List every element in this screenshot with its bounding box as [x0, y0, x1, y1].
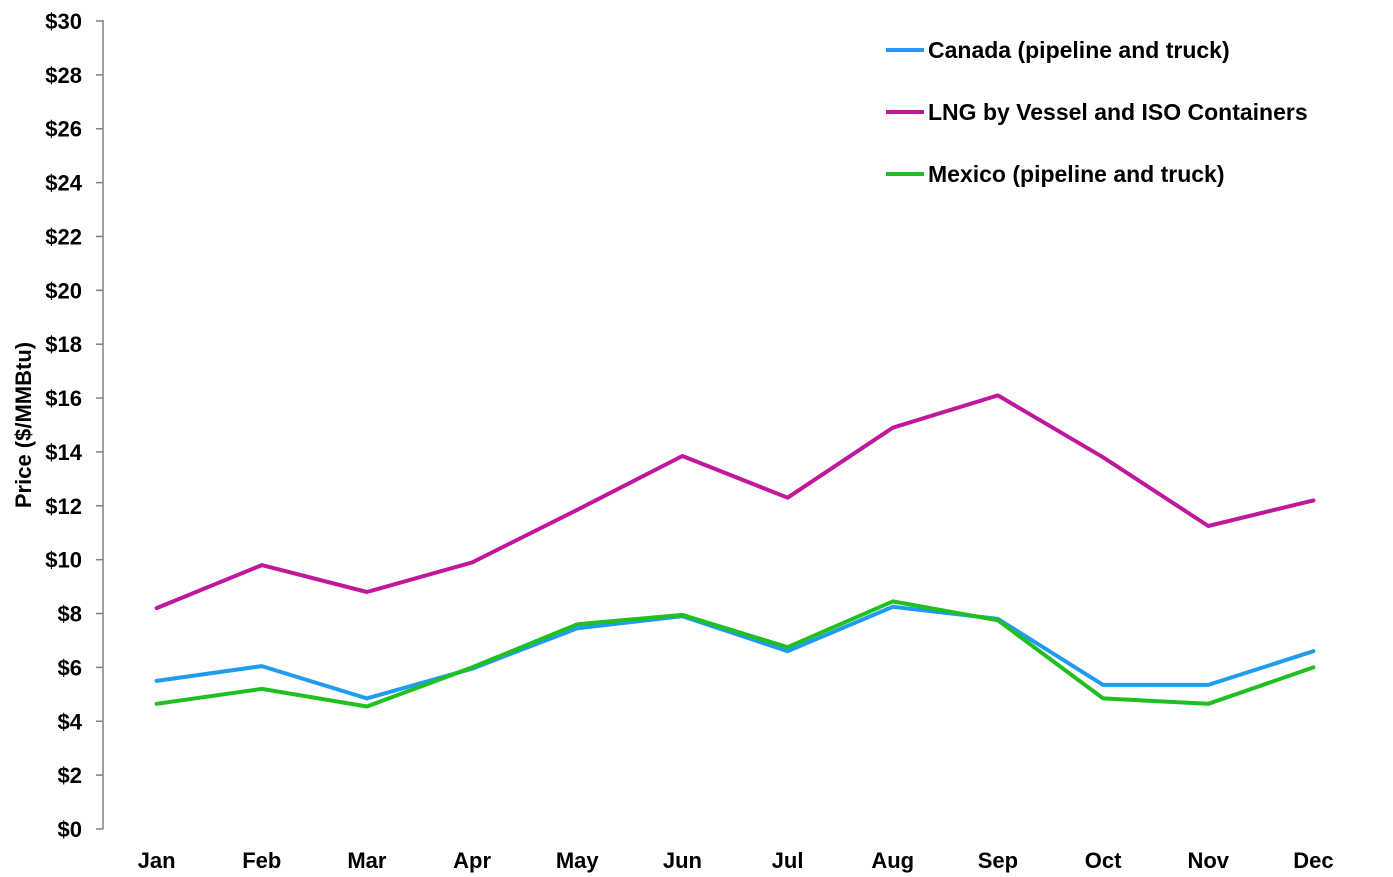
x-tick-label: Mar [347, 848, 387, 873]
y-tick-label: $24 [45, 171, 82, 196]
series-line-2 [154, 393, 1316, 611]
y-tick-label: $0 [58, 817, 82, 842]
x-axis-tick-labels: Jan Feb Mar Apr May Jun Jul Aug Sep Oct Nov Dec [138, 848, 1334, 873]
legend-label-1: Canada (pipeline and truck) [928, 37, 1230, 63]
y-tick-label: $20 [45, 278, 82, 303]
x-tick-label: Nov [1187, 848, 1229, 873]
y-tick-label: $22 [45, 224, 82, 249]
legend: Canada (pipeline and truck) LNG by Vessel… [886, 37, 1308, 187]
x-tick-label: Oct [1085, 848, 1122, 873]
x-tick-label: Aug [871, 848, 914, 873]
y-tick-label: $4 [58, 709, 83, 734]
x-tick-label: Jan [138, 848, 176, 873]
y-tick-label: $8 [58, 602, 82, 627]
y-axis-ticks [96, 20, 103, 830]
series-line-1 [154, 604, 1316, 701]
x-tick-label: Feb [242, 848, 281, 873]
y-tick-label: $14 [45, 440, 82, 465]
y-tick-label: $18 [45, 332, 82, 357]
x-tick-label: Apr [453, 848, 491, 873]
x-tick-label: Dec [1293, 848, 1333, 873]
y-axis-tick-labels: $0 $2 $4 $6 $8 $10 $12 $14 $16 $18 $20 $22 $24 $26 $28… [45, 9, 82, 842]
y-tick-label: $10 [45, 548, 82, 573]
y-tick-label: $28 [45, 63, 82, 88]
y-axis-title: Price ($/MMBtu) [11, 342, 36, 508]
legend-label-2: LNG by Vessel and ISO Containers [928, 99, 1308, 125]
legend-label-3: Mexico (pipeline and truck) [928, 161, 1225, 187]
x-tick-label: Sep [978, 848, 1018, 873]
x-tick-label: Jun [663, 848, 702, 873]
series-line-3 [154, 599, 1316, 709]
series-lines [154, 393, 1316, 709]
x-tick-label: May [556, 848, 600, 873]
y-tick-label: $6 [58, 655, 82, 680]
y-tick-label: $2 [58, 763, 82, 788]
y-tick-label: $30 [45, 9, 82, 34]
y-tick-label: $12 [45, 494, 82, 519]
y-tick-label: $16 [45, 386, 82, 411]
y-tick-label: $26 [45, 117, 82, 142]
x-tick-label: Jul [772, 848, 804, 873]
